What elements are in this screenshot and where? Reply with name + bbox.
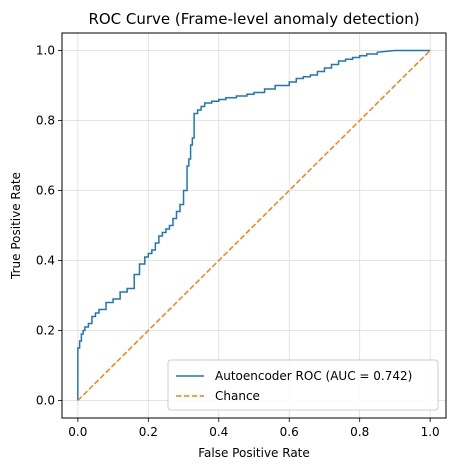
y-axis-label: True Positive Rate xyxy=(9,172,23,280)
y-tick-label: 0.0 xyxy=(36,394,55,408)
chance-line xyxy=(77,49,431,402)
y-tick-label: 0.8 xyxy=(36,114,55,128)
plot-area-frame xyxy=(61,32,447,419)
legend-label: Chance xyxy=(215,389,260,403)
legend: Autoencoder ROC (AUC = 0.742) Chance xyxy=(167,359,439,411)
x-axis-label: False Positive Rate xyxy=(198,446,310,460)
x-tick-label: 0.8 xyxy=(350,425,369,439)
legend-label: Autoencoder ROC (AUC = 0.742) xyxy=(215,369,412,383)
x-tick-label: 0.6 xyxy=(280,425,299,439)
y-tick-label: 0.2 xyxy=(36,324,55,338)
plot-series xyxy=(77,49,431,402)
y-tick-label: 0.6 xyxy=(36,184,55,198)
legend-box xyxy=(167,359,439,411)
x-tick-label: 0.0 xyxy=(68,425,87,439)
axis-ticks: 0.0 0.2 0.4 0.6 0.8 1.0 0.0 0.2 0.4 0.6 0.8 1.0 xyxy=(36,44,440,440)
roc-curve-line xyxy=(77,49,431,401)
chart-title: ROC Curve (Frame-level anomaly detection… xyxy=(88,10,419,28)
y-tick-label: 1.0 xyxy=(36,44,55,58)
grid xyxy=(62,33,446,418)
x-tick-label: 1.0 xyxy=(421,425,440,439)
y-tick-label: 0.4 xyxy=(36,254,55,268)
x-tick-label: 0.4 xyxy=(209,425,228,439)
x-tick-label: 0.2 xyxy=(139,425,158,439)
